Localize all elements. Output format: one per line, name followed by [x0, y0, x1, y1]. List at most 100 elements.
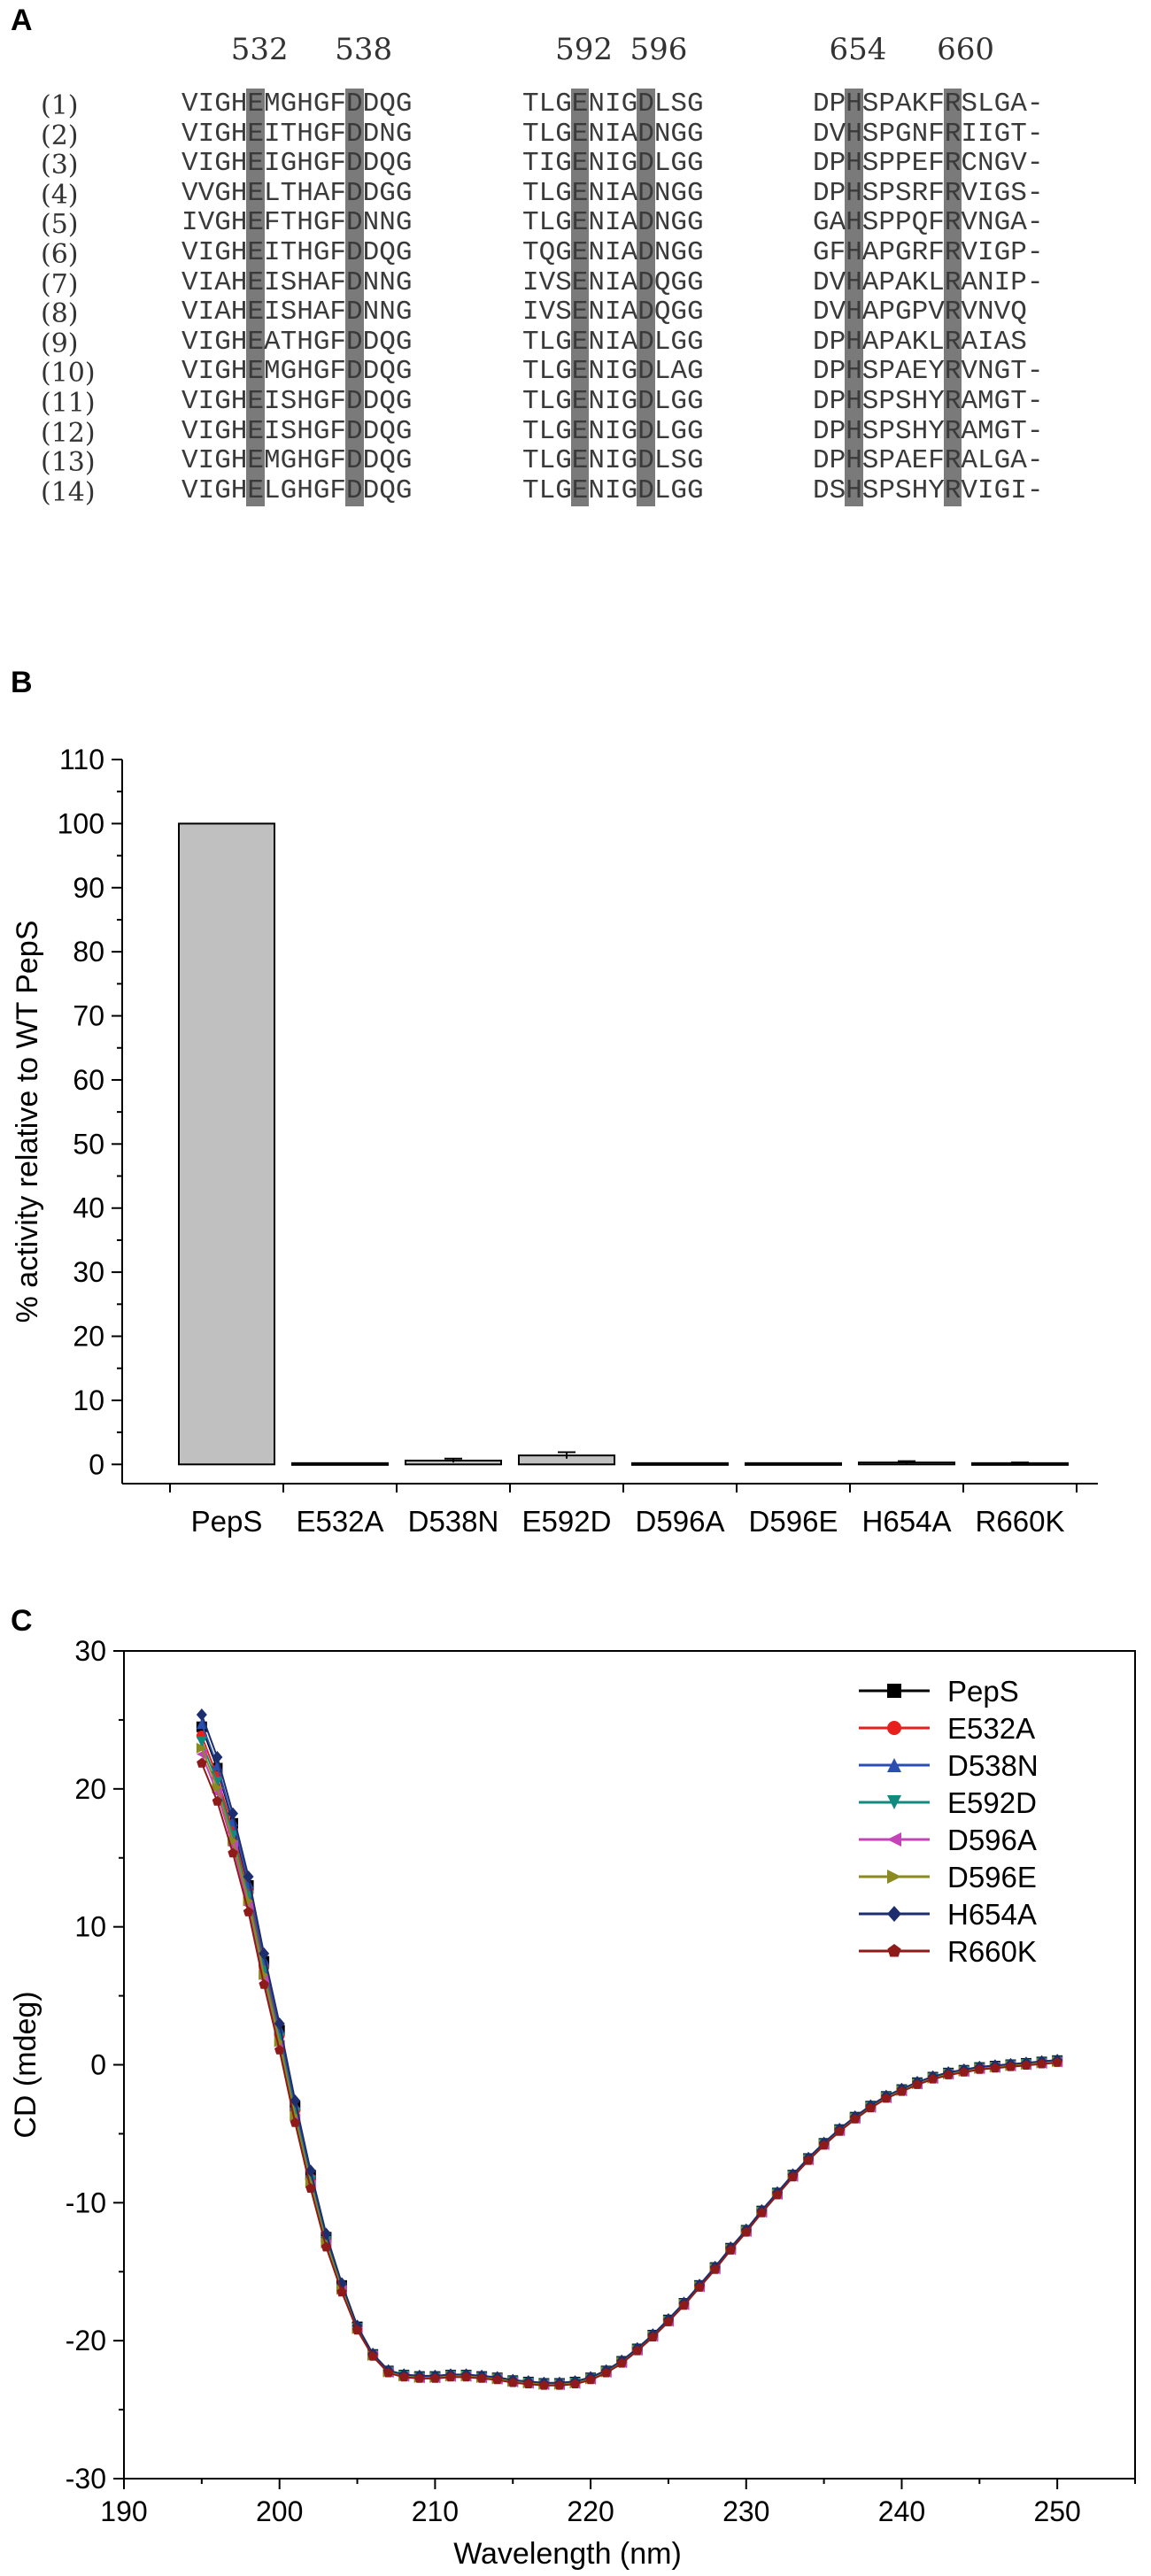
bar-E532A	[291, 1462, 389, 1466]
data-point	[850, 2114, 861, 2124]
series-E532A	[196, 1730, 1063, 2390]
sequence-block3: GAHSPPQFRVNGA-	[813, 207, 1044, 239]
data-point	[756, 2207, 767, 2217]
legend-label: D596A	[947, 1824, 1037, 1856]
data-point	[585, 2374, 596, 2385]
series-line	[200, 1723, 1058, 2385]
legend-marker	[887, 1758, 901, 1772]
data-point	[460, 2372, 472, 2382]
data-point	[290, 2117, 300, 2127]
data-point	[274, 2017, 285, 2031]
data-point	[321, 2241, 332, 2252]
data-point	[476, 2372, 487, 2383]
x-tick-label: E592D	[522, 1505, 612, 1538]
data-point	[1005, 2061, 1016, 2071]
x-tick-label: PepS	[191, 1505, 263, 1538]
y-tick-label: 90	[73, 872, 104, 904]
y-axis-title: % activity relative to WT PepS	[11, 921, 44, 1323]
bar-D596E	[745, 1462, 842, 1466]
legend-marker	[887, 1906, 901, 1922]
x-tick-label: 230	[722, 2495, 769, 2527]
series-line	[200, 1735, 1058, 2385]
data-point	[259, 1978, 269, 1989]
residue-position-label: 660	[937, 32, 994, 67]
residue-position-label: 654	[829, 32, 887, 67]
data-point	[990, 2063, 1000, 2073]
sequence-row-label: (9)	[41, 328, 79, 359]
y-tick-label: 100	[58, 807, 104, 839]
bar-PepS	[178, 822, 275, 1466]
residue-position-label: 538	[335, 32, 393, 67]
data-point	[492, 2374, 503, 2385]
sequence-block1: VIGHEITHGFDDQG	[182, 237, 413, 268]
x-tick-label: D596A	[636, 1505, 725, 1538]
data-point	[943, 2070, 954, 2079]
series-E592D	[196, 1736, 1063, 2390]
sequence-block2: TLGENIGDLSG	[522, 89, 704, 120]
sequence-block1: VIAHEISHAFDNNG	[182, 297, 413, 328]
panel-a-label: A	[11, 4, 33, 37]
series-D596A	[196, 1748, 1063, 2391]
data-point	[709, 2264, 721, 2274]
sequence-row-label: (13)	[41, 447, 96, 479]
x-tick-label: 220	[567, 2495, 614, 2527]
series-R660K	[197, 1757, 1062, 2390]
sequence-block2: IVSENIADQGG	[522, 297, 704, 328]
data-point	[1021, 2060, 1031, 2070]
legend-label: PepS	[947, 1675, 1019, 1708]
y-tick-label: 70	[73, 1000, 104, 1032]
data-point	[445, 2372, 456, 2382]
x-tick-label: 190	[100, 2495, 147, 2527]
y-tick-label: 50	[73, 1128, 104, 1160]
sequence-block3: DSHSPSHYRVIGI-	[813, 474, 1044, 506]
x-axis-title: Wavelength (nm)	[453, 2537, 682, 2571]
y-tick-label: 40	[73, 1192, 104, 1224]
data-point	[243, 1870, 254, 1883]
sequence-block1: VIGHEIGHGFDDQG	[182, 148, 413, 180]
legend-label: E592D	[947, 1786, 1037, 1819]
residue-position-label: 532	[230, 32, 289, 67]
sequence-block1: VIGHEMGHGFDDQG	[182, 445, 413, 477]
data-point	[569, 2379, 581, 2388]
sequence-block3: DPHSPAEYRVNGT-	[813, 356, 1044, 388]
sequence-block3: DPHSPPEFRCNGV-	[813, 148, 1044, 180]
cd-spectra-chart: -30 -20 -10 0 10 20 30 190 200 210 220 230 240 250 CD …	[9, 1635, 1136, 2571]
data-point	[398, 2372, 409, 2382]
sequence-block1: VIGHEMGHGFDDQG	[182, 356, 413, 388]
bar-D596A	[631, 1462, 729, 1466]
data-point	[196, 1708, 207, 1721]
data-point	[818, 2140, 830, 2150]
series-D538N	[196, 1718, 1063, 2389]
y-tick-label: -10	[66, 2187, 106, 2218]
data-point	[243, 1900, 254, 1911]
residue-position-label: 596	[630, 32, 688, 67]
conserved-column-highlight	[637, 89, 655, 507]
legend-label: D596E	[947, 1861, 1037, 1893]
sequence-block3: DPHSPSRFRVIGS-	[813, 177, 1044, 209]
conserved-column-highlight	[246, 89, 265, 507]
data-point	[881, 2093, 892, 2103]
y-tick-label: 30	[74, 1635, 106, 1667]
sequence-block1: VVGHELTHAFDDGG	[182, 177, 413, 209]
sequence-row-label: (5)	[41, 209, 79, 241]
legend-label: E532A	[947, 1712, 1035, 1745]
y-tick-label: 20	[73, 1321, 104, 1353]
y-tick-label: 10	[74, 1911, 106, 1943]
data-point	[1036, 2058, 1047, 2069]
data-point	[259, 1947, 270, 1960]
sequence-block2: IVSENIADQGG	[522, 266, 704, 298]
sequence-row-label: (7)	[41, 268, 79, 300]
data-point	[772, 2189, 783, 2200]
y-tick-label: 10	[73, 1384, 104, 1416]
sequence-block2: TLGENIGDLAG	[522, 356, 704, 388]
data-point	[197, 1757, 207, 1768]
sequence-row-label: (14)	[41, 476, 96, 508]
legend-marker	[887, 1795, 901, 1809]
data-point	[616, 2357, 627, 2368]
data-point	[290, 2094, 301, 2108]
data-point	[336, 2277, 347, 2290]
sequence-block3: DPHSPSHYRAMGT-	[813, 386, 1044, 417]
sequence-block3: DPHSPAKFRSLGA-	[813, 89, 1044, 120]
sequence-block3: DVHAPGPVRVNVQ	[813, 297, 1027, 328]
y-tick-label: 60	[73, 1064, 104, 1096]
